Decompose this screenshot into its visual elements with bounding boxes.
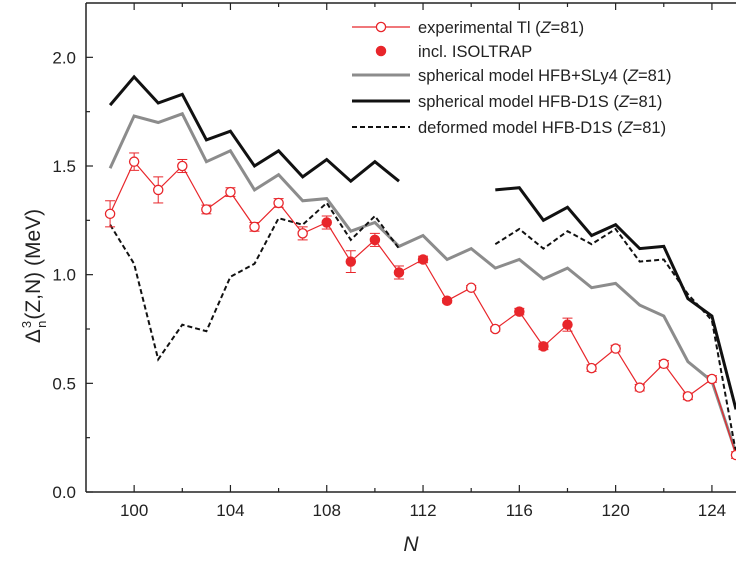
x-tick-label: 100 [120, 501, 148, 520]
experimental-point [730, 449, 736, 461]
legend-text-part: Z [622, 119, 634, 137]
isoltrap-point [393, 267, 405, 278]
legend-text-part: =81) [629, 93, 662, 111]
legend-marker-experimental [375, 21, 387, 33]
legend-text-part: Z [618, 93, 630, 111]
x-tick-label: 116 [506, 501, 533, 520]
experimental-point [177, 160, 188, 172]
y-tick-label: 2.0 [52, 48, 76, 67]
series-4-line-segment-1 [494, 227, 736, 454]
experimental-point [634, 382, 645, 393]
experimental-point [225, 186, 236, 198]
legend-text-part: experimental Tl ( [418, 19, 541, 37]
legend-marker-isoltrap [375, 45, 387, 57]
y-title-rest: (Z,N) (MeV) [22, 209, 45, 320]
plot-inner [104, 74, 736, 461]
y-tick-label: 1.0 [52, 266, 76, 285]
legend-label-3: spherical model HFB-D1S (Z=81) [418, 93, 662, 111]
x-tick-label: 124 [698, 501, 726, 520]
y-tick-label: 0.5 [52, 374, 76, 393]
experimental-point [586, 362, 597, 374]
experimental-point [490, 323, 501, 335]
x-tick-label: 120 [601, 501, 629, 520]
experimental-point [465, 282, 477, 293]
experimental-point [706, 373, 718, 385]
legend-label-0: experimental Tl (Z=81) [418, 19, 584, 37]
isoltrap-point [321, 217, 332, 228]
legend-text-part: =81) [638, 67, 671, 85]
experimental-point [610, 343, 621, 354]
legend-text-part: Z [627, 67, 639, 85]
y-axis-title: Δ3n(Z,N) (MeV) [19, 209, 49, 343]
series-2-line-segment-0 [108, 111, 736, 454]
isoltrap-point [562, 319, 573, 330]
isoltrap-point [417, 254, 429, 265]
experimental-point [682, 391, 694, 402]
legend-text-part: deformed model HFB-D1S ( [418, 119, 623, 137]
legend-text-part: spherical model HFB+SLy4 ( [418, 67, 628, 85]
series-3-line-segment-1 [495, 186, 736, 410]
experimental-point [152, 184, 164, 196]
isoltrap-point [514, 306, 525, 317]
isoltrap-point [369, 234, 381, 246]
series-3-line-segment-0 [108, 74, 400, 184]
experimental-point [273, 197, 284, 209]
y-tick-label: 1.5 [52, 157, 76, 176]
isoltrap-point [345, 256, 357, 267]
experimental-point [201, 204, 212, 215]
y-title-sup: 3 [19, 321, 34, 328]
isoltrap-point [538, 341, 549, 352]
x-tick-label: 108 [313, 501, 341, 520]
experimental-point [128, 156, 140, 167]
plot-area [104, 74, 736, 461]
legend-label-1: incl. ISOLTRAP [418, 43, 532, 61]
experimental-point [249, 221, 260, 233]
experimental-point [297, 228, 308, 239]
experimental-point [104, 208, 116, 220]
isoltrap-point [441, 295, 453, 306]
legend: experimental Tl (Z=81)incl. ISOLTRAPsphe… [352, 19, 671, 137]
legend-text-part: spherical model HFB-D1S ( [418, 93, 619, 111]
y-title-delta: Δ [22, 329, 45, 343]
legend-text-part: incl. ISOLTRAP [418, 43, 532, 61]
series-4-line-segment-0 [109, 201, 400, 362]
legend-text-part: =81) [633, 119, 666, 137]
legend-text-part: =81) [551, 19, 584, 37]
axes: 100 104 108 112 116 120 124 0.0 0.5 1.0 1.5 2.0 [52, 2, 736, 520]
legend-label-4: deformed model HFB-D1S (Z=81) [418, 119, 666, 137]
x-tick-label: 112 [409, 501, 436, 520]
x-axis-title: N [403, 533, 419, 556]
y-title-sub: n [34, 321, 49, 328]
y-tick-label: 0.0 [52, 483, 76, 502]
experimental-point [658, 358, 670, 370]
legend-text-part: Z [540, 19, 552, 37]
x-tick-label: 104 [216, 501, 244, 520]
legend-label-2: spherical model HFB+SLy4 (Z=81) [418, 67, 671, 85]
